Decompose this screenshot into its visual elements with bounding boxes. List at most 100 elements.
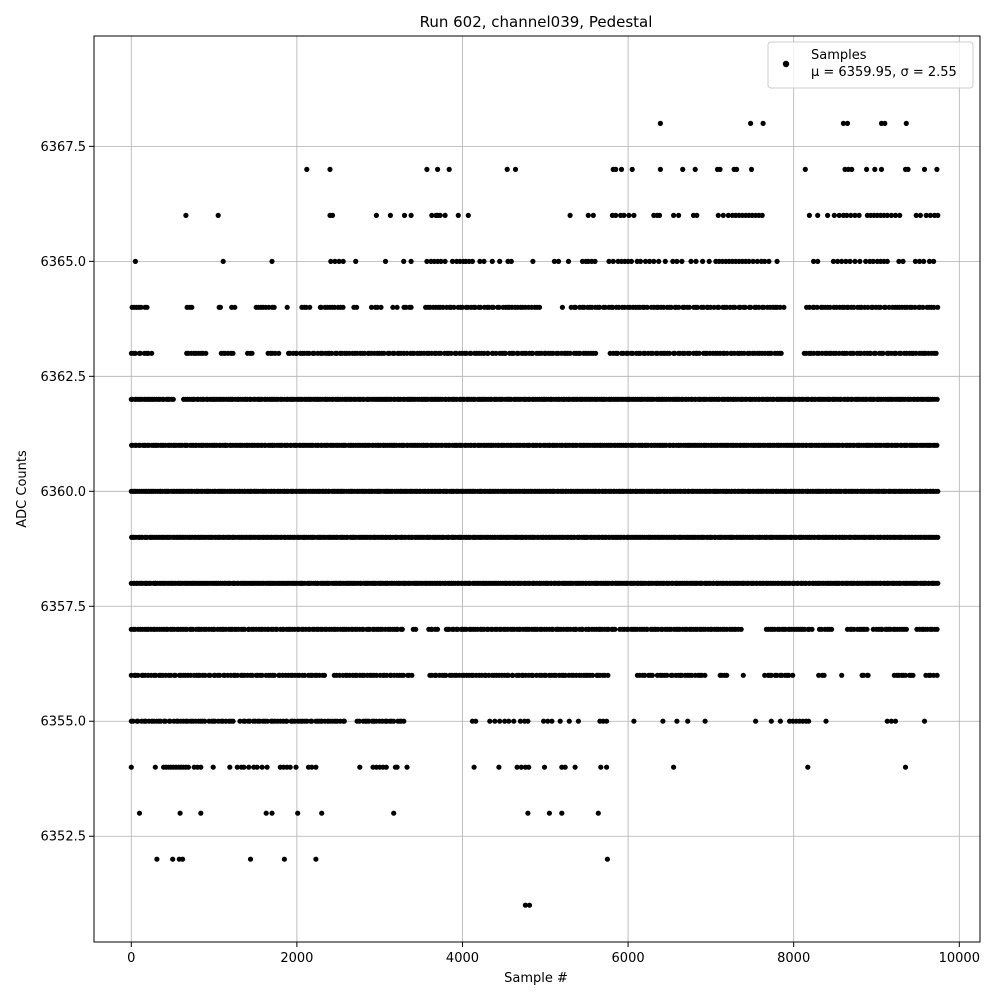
data-point [642,258,649,264]
data-point [269,810,275,816]
data-point [497,258,503,264]
data-point [387,212,393,218]
data-point [847,258,853,264]
data-point [567,212,573,218]
legend-series-name: Samples [811,48,867,63]
data-point [401,718,407,724]
data-point [502,350,509,356]
chart-title: Run 602, channel039, Pedestal [420,13,653,31]
data-point [805,764,811,770]
data-point [254,764,260,770]
data-point [517,718,524,724]
data-point [604,856,611,862]
data-point [354,304,360,310]
data-point [408,212,414,218]
data-point [391,810,397,816]
data-point [811,258,817,264]
data-point [589,672,596,678]
data-point [917,212,924,218]
data-point [401,258,407,264]
data-point [572,764,578,770]
data-point [674,258,680,264]
data-point [762,258,768,264]
data-point [863,258,869,264]
data-point [473,718,479,724]
data-point [738,626,744,632]
data-point [910,672,916,678]
data-point [630,350,636,356]
data-point [879,626,885,632]
data-point [449,258,456,264]
data-point [656,258,662,264]
data-point [530,350,536,356]
data-point [493,350,499,356]
data-point [903,626,910,632]
data-point [920,304,926,310]
data-point [692,166,698,172]
data-point [234,764,240,770]
data-point [821,672,827,678]
data-point [888,718,895,724]
data-point [717,166,723,172]
data-point [504,166,510,172]
data-point [732,304,738,310]
data-point [313,764,319,770]
data-point [761,304,767,310]
data-point [526,764,532,770]
data-point [247,856,254,862]
data-point [472,304,478,310]
data-point [149,350,155,356]
data-point [170,856,176,862]
data-point [269,258,275,264]
data-point [259,672,265,678]
data-point [865,672,871,678]
data-point [706,258,712,264]
data-point [294,350,300,356]
data-point [649,672,656,678]
data-point [921,258,927,264]
data-point [438,258,444,264]
data-point [137,350,143,356]
data-point [585,212,591,218]
data-point [668,304,674,310]
data-point [839,258,845,264]
data-point [774,258,780,264]
data-point [781,304,787,310]
data-point [917,258,923,264]
data-point [336,258,342,264]
y-axis-label: ADC Counts [15,450,30,528]
data-point [246,764,252,770]
data-point [725,212,731,218]
data-point [686,304,692,310]
data-point [694,304,701,310]
data-point [424,166,430,172]
data-point [657,120,664,126]
data-point [511,718,517,724]
data-point [621,212,627,218]
data-point [487,718,493,724]
data-point [671,764,677,770]
data-point [644,626,650,632]
data-point [830,258,837,264]
data-point [566,718,572,724]
data-point [680,166,686,172]
data-point [382,258,389,264]
data-point [360,626,366,632]
legend-stats: μ = 6359.95, σ = 2.55 [811,65,957,80]
data-point [741,350,747,356]
data-point [266,304,272,310]
data-point [203,350,209,356]
data-point [671,212,677,218]
data-point [555,258,562,264]
y-tick-label: 6352.5 [41,830,87,845]
data-point [590,212,596,218]
data-point [492,718,498,724]
data-point [864,166,870,172]
data-point [177,810,183,816]
data-point [724,672,730,678]
data-point [565,258,572,264]
data-point [884,258,890,264]
data-point [217,672,223,678]
data-point [742,304,748,310]
data-point [825,212,831,218]
